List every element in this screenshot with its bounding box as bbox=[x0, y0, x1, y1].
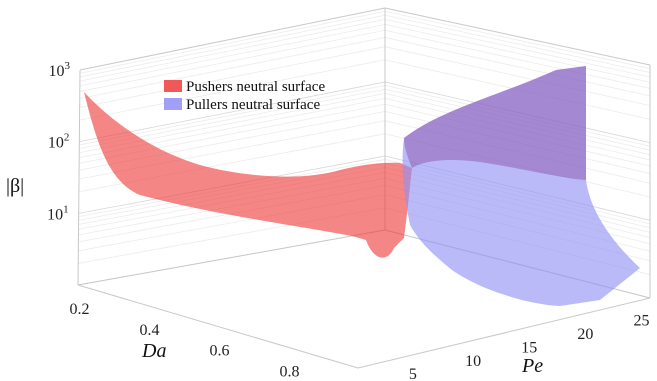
box-edge bbox=[384, 7, 651, 66]
gridline bbox=[79, 24, 386, 87]
box-edge bbox=[79, 7, 386, 71]
pullers-surface bbox=[402, 66, 640, 306]
gridline bbox=[384, 19, 651, 78]
gridline bbox=[79, 37, 386, 99]
box-edge bbox=[357, 297, 651, 369]
gridline bbox=[79, 46, 386, 108]
gridline bbox=[79, 59, 386, 121]
gridline bbox=[79, 14, 386, 78]
gridline bbox=[384, 29, 651, 89]
x-tick-label: 0.6 bbox=[210, 343, 230, 360]
gridline bbox=[384, 14, 651, 73]
gridline bbox=[79, 10, 386, 74]
legend-swatch-pushers bbox=[164, 80, 182, 92]
y-tick-label: 25 bbox=[634, 312, 650, 329]
y-tick-label: 15 bbox=[521, 339, 537, 356]
x-tick-label: 0.2 bbox=[70, 301, 90, 318]
y-tick-label: 10 bbox=[465, 353, 481, 370]
box-edge bbox=[77, 229, 386, 286]
gridline bbox=[384, 24, 651, 83]
gridline bbox=[79, 29, 386, 92]
gridline bbox=[384, 10, 651, 69]
z-tick-label: 103 bbox=[49, 60, 71, 80]
surface-overlap bbox=[404, 66, 586, 180]
legend-label-pushers: Pushers neutral surface bbox=[186, 79, 325, 95]
y-tick-label: 20 bbox=[577, 326, 593, 343]
gridline bbox=[384, 37, 651, 97]
z-tick-label: 102 bbox=[48, 132, 70, 152]
y-axis-label: Pe bbox=[521, 355, 543, 377]
legend: Pushers neutral surface Pullers neutral … bbox=[164, 79, 325, 113]
surface-layer bbox=[84, 66, 640, 306]
y-tick-label: 5 bbox=[409, 366, 417, 381]
legend-label-pullers: Pullers neutral surface bbox=[186, 97, 320, 113]
box-edge bbox=[77, 69, 81, 286]
x-tick-label: 0.4 bbox=[140, 322, 160, 339]
x-tick-label: 0.8 bbox=[280, 363, 300, 380]
z-tick-label: 101 bbox=[47, 203, 69, 223]
gridline bbox=[384, 46, 651, 107]
box-edge bbox=[77, 284, 359, 369]
gridline bbox=[79, 19, 386, 82]
legend-swatch-pullers bbox=[164, 98, 182, 110]
x-axis-label: Da bbox=[141, 340, 166, 362]
z-axis-label: |β| bbox=[6, 175, 24, 197]
pushers-surface bbox=[84, 92, 412, 258]
